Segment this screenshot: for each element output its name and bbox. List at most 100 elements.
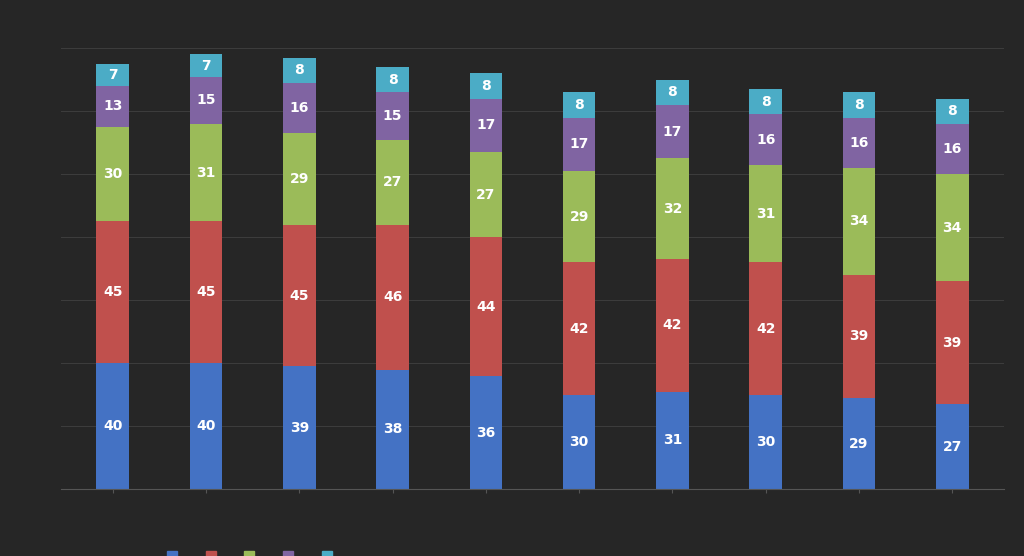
Bar bbox=[936, 124, 969, 174]
Text: 38: 38 bbox=[383, 423, 402, 436]
Bar bbox=[470, 376, 502, 489]
Text: 45: 45 bbox=[290, 289, 309, 302]
Bar bbox=[283, 133, 315, 225]
Bar bbox=[843, 92, 876, 117]
Bar bbox=[656, 158, 689, 259]
Text: 30: 30 bbox=[569, 435, 589, 449]
Text: 31: 31 bbox=[663, 434, 682, 448]
Text: 17: 17 bbox=[476, 118, 496, 132]
Text: 27: 27 bbox=[942, 440, 962, 454]
Bar bbox=[283, 225, 315, 366]
Bar bbox=[936, 281, 969, 404]
Bar bbox=[189, 363, 222, 489]
Bar bbox=[376, 225, 409, 370]
Bar bbox=[283, 83, 315, 133]
Bar bbox=[843, 117, 876, 168]
Text: 46: 46 bbox=[383, 290, 402, 304]
Bar bbox=[376, 370, 409, 489]
Bar bbox=[96, 64, 129, 86]
Bar bbox=[563, 92, 595, 117]
Bar bbox=[936, 98, 969, 124]
Text: 29: 29 bbox=[569, 210, 589, 224]
Bar bbox=[563, 395, 595, 489]
Text: 8: 8 bbox=[481, 79, 490, 93]
Text: 8: 8 bbox=[854, 98, 864, 112]
Text: 30: 30 bbox=[756, 435, 775, 449]
Text: 16: 16 bbox=[290, 101, 309, 115]
Text: 8: 8 bbox=[947, 104, 957, 118]
Bar bbox=[750, 165, 782, 262]
Text: 39: 39 bbox=[290, 421, 309, 435]
Text: 13: 13 bbox=[103, 100, 123, 113]
Bar bbox=[936, 404, 969, 489]
Text: 44: 44 bbox=[476, 300, 496, 314]
Bar bbox=[470, 237, 502, 376]
Bar bbox=[189, 77, 222, 124]
Text: 8: 8 bbox=[295, 63, 304, 77]
Text: 16: 16 bbox=[756, 132, 775, 147]
Text: 7: 7 bbox=[108, 68, 118, 82]
Text: 16: 16 bbox=[942, 142, 962, 156]
Bar bbox=[470, 73, 502, 98]
Text: 42: 42 bbox=[756, 321, 775, 336]
Bar bbox=[283, 366, 315, 489]
Bar bbox=[376, 140, 409, 225]
Text: 16: 16 bbox=[849, 136, 868, 150]
Bar bbox=[563, 117, 595, 171]
Text: 8: 8 bbox=[668, 85, 677, 100]
Bar bbox=[843, 168, 876, 275]
Bar bbox=[96, 221, 129, 363]
Text: 39: 39 bbox=[943, 336, 962, 350]
Bar bbox=[470, 152, 502, 237]
Bar bbox=[750, 395, 782, 489]
Text: 8: 8 bbox=[574, 98, 584, 112]
Text: 45: 45 bbox=[103, 285, 123, 299]
Bar bbox=[656, 80, 689, 105]
Text: 31: 31 bbox=[756, 207, 775, 221]
Text: 29: 29 bbox=[849, 436, 868, 450]
Bar bbox=[189, 54, 222, 77]
Text: 36: 36 bbox=[476, 425, 496, 440]
Text: 42: 42 bbox=[663, 319, 682, 332]
Bar bbox=[96, 363, 129, 489]
Bar bbox=[656, 105, 689, 158]
Bar bbox=[563, 171, 595, 262]
Bar bbox=[376, 67, 409, 92]
Text: 7: 7 bbox=[201, 58, 211, 72]
Bar bbox=[563, 262, 595, 395]
Bar bbox=[843, 398, 876, 489]
Bar bbox=[750, 262, 782, 395]
Text: 8: 8 bbox=[761, 95, 770, 109]
Bar bbox=[750, 115, 782, 165]
Text: 40: 40 bbox=[103, 419, 123, 433]
Text: 32: 32 bbox=[663, 202, 682, 216]
Text: 27: 27 bbox=[383, 175, 402, 189]
Text: 39: 39 bbox=[849, 330, 868, 344]
Text: 8: 8 bbox=[388, 73, 397, 87]
Bar bbox=[96, 86, 129, 127]
Bar bbox=[376, 92, 409, 140]
Bar bbox=[936, 174, 969, 281]
Bar bbox=[189, 221, 222, 363]
Text: 42: 42 bbox=[569, 321, 589, 336]
Text: 29: 29 bbox=[290, 172, 309, 186]
Legend: , , , , : , , , , bbox=[162, 545, 341, 556]
Bar bbox=[283, 58, 315, 83]
Text: 30: 30 bbox=[103, 167, 122, 181]
Bar bbox=[189, 124, 222, 221]
Bar bbox=[750, 89, 782, 115]
Text: 45: 45 bbox=[197, 285, 216, 299]
Bar bbox=[656, 391, 689, 489]
Bar bbox=[656, 259, 689, 391]
Text: 15: 15 bbox=[197, 93, 216, 107]
Text: 15: 15 bbox=[383, 109, 402, 123]
Bar bbox=[96, 127, 129, 221]
Text: 31: 31 bbox=[197, 166, 216, 180]
Text: 17: 17 bbox=[663, 125, 682, 138]
Text: 40: 40 bbox=[197, 419, 216, 433]
Text: 17: 17 bbox=[569, 137, 589, 151]
Bar bbox=[470, 98, 502, 152]
Text: 34: 34 bbox=[849, 215, 868, 229]
Text: 34: 34 bbox=[942, 221, 962, 235]
Text: 27: 27 bbox=[476, 188, 496, 202]
